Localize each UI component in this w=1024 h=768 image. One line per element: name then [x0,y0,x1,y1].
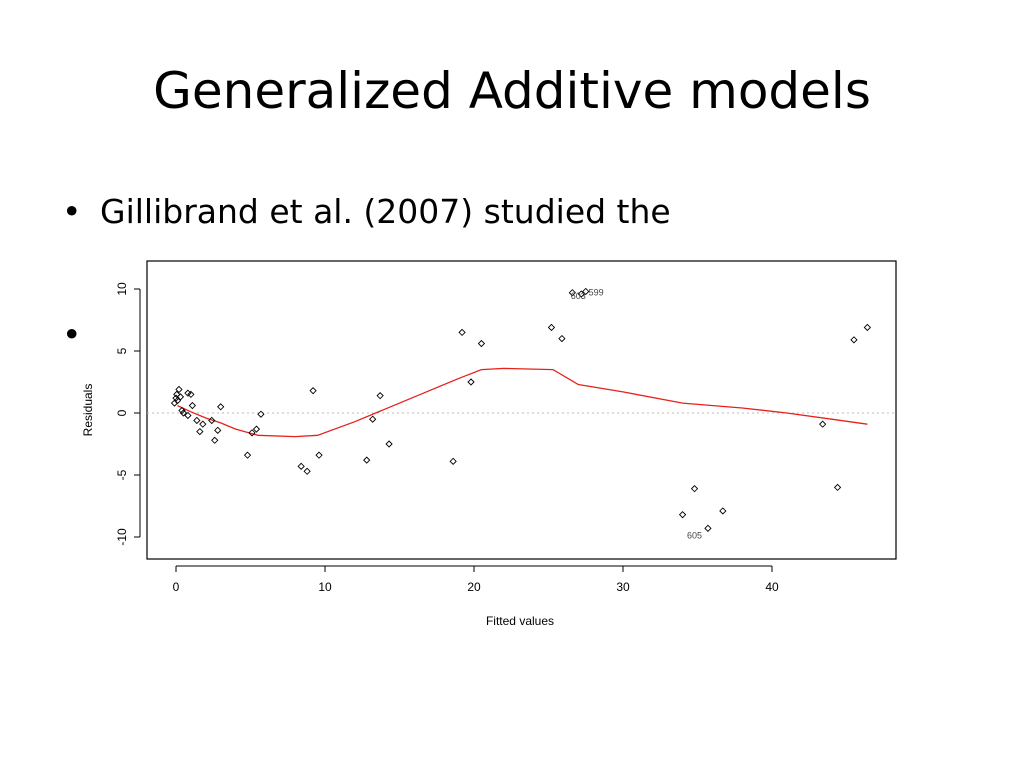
scatter-point [211,436,219,444]
scatter-point [369,415,377,423]
scatter-point [193,416,201,425]
plot-frame [146,260,897,560]
scatter-point [833,483,842,492]
point-label: 603 [571,291,586,301]
scatter-point [547,323,556,332]
scatter-point [208,416,216,425]
scatter-point [363,456,371,464]
smooth-curve [177,367,868,438]
y-tick-label: 5 [115,347,129,354]
scatter-point [850,336,858,344]
scatter-point [690,485,699,493]
scatter-point [297,462,305,470]
scatter-point [173,396,182,405]
scatter-point [175,385,183,394]
scatter-point [187,390,195,399]
x-axis: 0 10 20 30 40 [173,565,779,594]
bullet-marker: • [62,315,82,354]
scatter-point [704,524,712,532]
x-tick-label: 40 [765,580,779,594]
smooth-curve-layer [177,367,868,438]
scatter-point [179,409,188,417]
scatter-point [196,427,204,436]
scatter-point [863,323,871,332]
point-label: 605 [687,531,702,541]
scatter-point [199,420,207,428]
scatter-point [188,401,197,410]
y-tick-label: 0 [115,409,129,416]
y-tick-label: -10 [115,528,129,546]
scatter-point [558,334,566,343]
scatter-point [582,287,590,296]
x-tick-label: 30 [616,580,630,594]
scatter-point [248,429,256,437]
y-tick-label: -5 [115,469,129,480]
scatter-point [577,290,585,298]
scatter-point [184,411,192,420]
scatter-point [385,440,393,448]
bullet-text: Gillibrand et al. (2007) studied the [100,192,671,231]
scatter-point [214,426,222,434]
x-axis-title: Fitted values [486,614,554,628]
bullet-marker: • [62,192,82,231]
scatter-point [257,410,265,418]
x-tick-label: 20 [467,580,481,594]
x-tick-label: 10 [318,580,332,594]
scatter-point [819,420,827,428]
x-tick-label: 0 [173,580,180,594]
scatter-point [243,451,252,459]
scatter-point [303,467,311,475]
scatter-point [568,289,576,297]
bullet-item: • Gillibrand et al. (2007) studied the [62,192,671,231]
y-tick-label: 10 [115,282,129,296]
scatter-point [449,457,457,465]
scatter-point [309,387,317,395]
point-labels-layer: 603 599 605 [571,287,702,540]
scatter-point [178,406,186,415]
scatter-point [678,511,687,519]
scatter-point [719,507,727,515]
y-axis: -10 -5 0 5 10 [115,282,141,546]
scatter-point [315,451,323,459]
scatter-point [252,425,261,433]
scatter-point [477,339,486,348]
point-label: 599 [589,287,604,297]
scatter-point [376,392,384,400]
scatter-point [458,328,466,337]
slide-title: Generalized Additive models [153,62,871,120]
y-axis-title: Residuals [81,384,95,437]
bullet-item: • [62,315,100,354]
scatter-points-layer [170,287,871,532]
scatter-point [467,378,475,386]
scatter-point [173,390,181,399]
scatter-point [217,403,225,411]
scatter-point [176,393,185,401]
